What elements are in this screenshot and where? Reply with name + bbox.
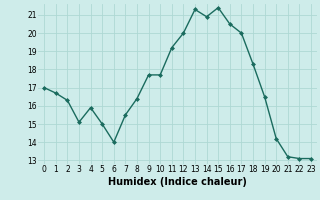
X-axis label: Humidex (Indice chaleur): Humidex (Indice chaleur) <box>108 177 247 187</box>
